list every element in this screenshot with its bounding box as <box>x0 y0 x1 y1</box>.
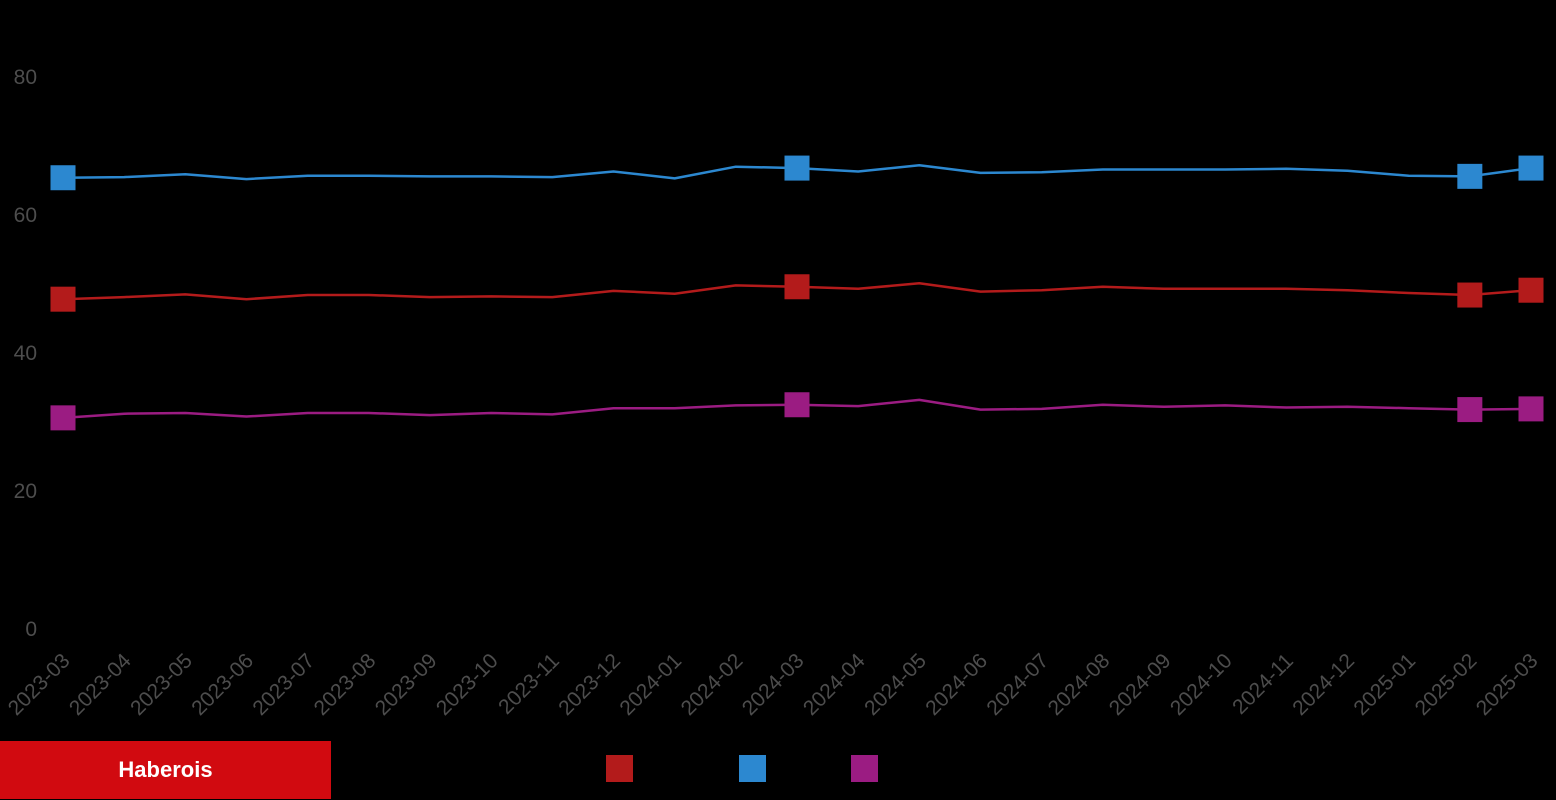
x-tick-label: 2024-02 <box>677 649 748 720</box>
series-marker <box>1518 396 1544 422</box>
x-tick-label: 2023-07 <box>248 649 319 720</box>
footer-bar: Haberois <box>0 740 1556 800</box>
x-tick-label: 2025-01 <box>1349 649 1420 720</box>
y-tick-label: 40 <box>14 342 37 365</box>
x-tick-label: 2025-02 <box>1411 649 1482 720</box>
x-tick-label: 2023-06 <box>187 649 258 720</box>
y-axis: 0 20 40 60 80 <box>14 66 37 641</box>
series-layer <box>50 155 1544 431</box>
series-marker <box>1457 163 1483 189</box>
series-marker <box>784 274 810 300</box>
series-3 <box>50 392 1544 431</box>
series-marker <box>1457 282 1483 308</box>
x-tick-label: 2023-03 <box>4 649 75 720</box>
x-tick-label: 2024-04 <box>799 649 870 720</box>
x-tick-label: 2024-10 <box>1166 649 1237 720</box>
x-tick-label: 2025-03 <box>1472 649 1543 720</box>
y-tick-label: 20 <box>14 480 37 503</box>
series-marker <box>50 165 76 191</box>
x-tick-label: 2024-06 <box>921 649 992 720</box>
series-1 <box>50 274 1544 312</box>
series-marker <box>784 155 810 181</box>
legend-swatch-series-1 <box>606 755 633 782</box>
x-tick-label: 2024-01 <box>615 649 686 720</box>
series-2 <box>50 155 1544 191</box>
x-tick-label: 2024-05 <box>860 649 931 720</box>
series-marker <box>1518 155 1544 181</box>
series-marker <box>1457 397 1483 423</box>
x-tick-label: 2023-10 <box>432 649 503 720</box>
legend-swatch-series-3 <box>851 755 878 782</box>
x-tick-label: 2024-08 <box>1044 649 1115 720</box>
brand-logo: Haberois <box>0 741 331 799</box>
series-marker <box>1518 277 1544 303</box>
x-tick-label: 2023-05 <box>126 649 197 720</box>
series-marker <box>784 392 810 418</box>
x-tick-label: 2024-09 <box>1105 649 1176 720</box>
series-marker <box>50 405 76 431</box>
x-axis: 2023-032023-042023-052023-062023-072023-… <box>4 649 1543 720</box>
x-tick-label: 2024-11 <box>1228 649 1298 719</box>
x-tick-label: 2023-09 <box>371 649 442 720</box>
x-tick-label: 2023-04 <box>65 649 136 720</box>
x-tick-label: 2023-08 <box>310 649 381 720</box>
x-tick-label: 2024-12 <box>1288 649 1359 720</box>
y-tick-label: 80 <box>14 66 37 89</box>
legend-swatch-series-2 <box>739 755 766 782</box>
x-tick-label: 2023-12 <box>554 649 625 720</box>
x-tick-label: 2023-11 <box>494 649 564 719</box>
y-tick-label: 0 <box>25 618 37 641</box>
series-marker <box>50 286 76 312</box>
x-tick-label: 2024-03 <box>738 649 809 720</box>
y-tick-label: 60 <box>14 204 37 227</box>
x-tick-label: 2024-07 <box>982 649 1053 720</box>
